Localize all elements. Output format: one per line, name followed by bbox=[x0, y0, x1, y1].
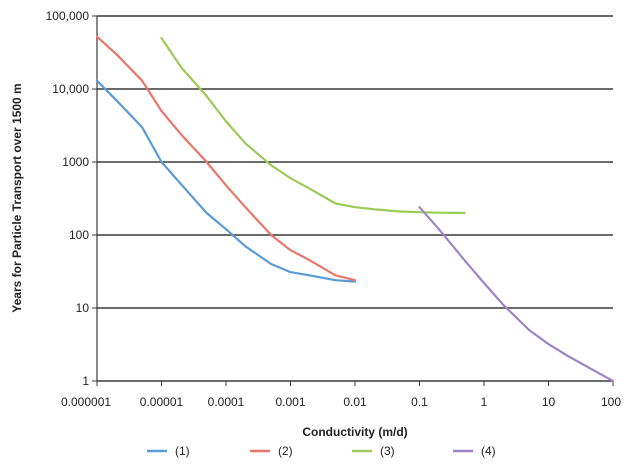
y-tick-labels: 1 10 100 1000 10,000 100,000 bbox=[46, 9, 90, 388]
x-tick-label: 100 bbox=[601, 395, 621, 409]
series-line-2 bbox=[95, 35, 357, 282]
x-axis-title: Conductivity (m/d) bbox=[302, 425, 407, 439]
x-tick-labels: 0.000001 0.00001 0.0001 0.001 0.01 0.1 1 10 100 bbox=[61, 395, 621, 409]
x-tick-label: 0.1 bbox=[411, 395, 428, 409]
x-tick-label: 0.001 bbox=[275, 395, 305, 409]
legend: (1) (2) (3) (4) bbox=[147, 444, 496, 458]
y-tick-label: 100 bbox=[69, 228, 89, 242]
series-line-1 bbox=[95, 79, 357, 283]
series-lines bbox=[95, 35, 615, 383]
y-tick-label: 1 bbox=[82, 374, 89, 388]
axes bbox=[92, 15, 614, 386]
x-tick-label: 0.0001 bbox=[208, 395, 245, 409]
grid-lines bbox=[97, 15, 613, 309]
x-tick-label: 0.00001 bbox=[140, 395, 184, 409]
y-tick-label: 10,000 bbox=[52, 82, 89, 96]
legend-label-3: (3) bbox=[380, 444, 395, 458]
y-axis-title: Years for Particle Transport over 1500 m bbox=[10, 83, 24, 312]
y-tick-label: 1000 bbox=[62, 155, 89, 169]
series-line-3 bbox=[160, 36, 466, 215]
legend-label-2: (2) bbox=[278, 444, 293, 458]
legend-label-4: (4) bbox=[481, 444, 496, 458]
y-tick-label: 10 bbox=[76, 301, 90, 315]
x-tick-label: 0.01 bbox=[343, 395, 367, 409]
legend-label-1: (1) bbox=[175, 444, 190, 458]
x-tick-label: 0.000001 bbox=[61, 395, 111, 409]
x-tick-label: 1 bbox=[481, 395, 488, 409]
y-tick-label: 100,000 bbox=[46, 9, 90, 23]
x-tick-label: 10 bbox=[542, 395, 556, 409]
series-line-4 bbox=[418, 206, 615, 383]
